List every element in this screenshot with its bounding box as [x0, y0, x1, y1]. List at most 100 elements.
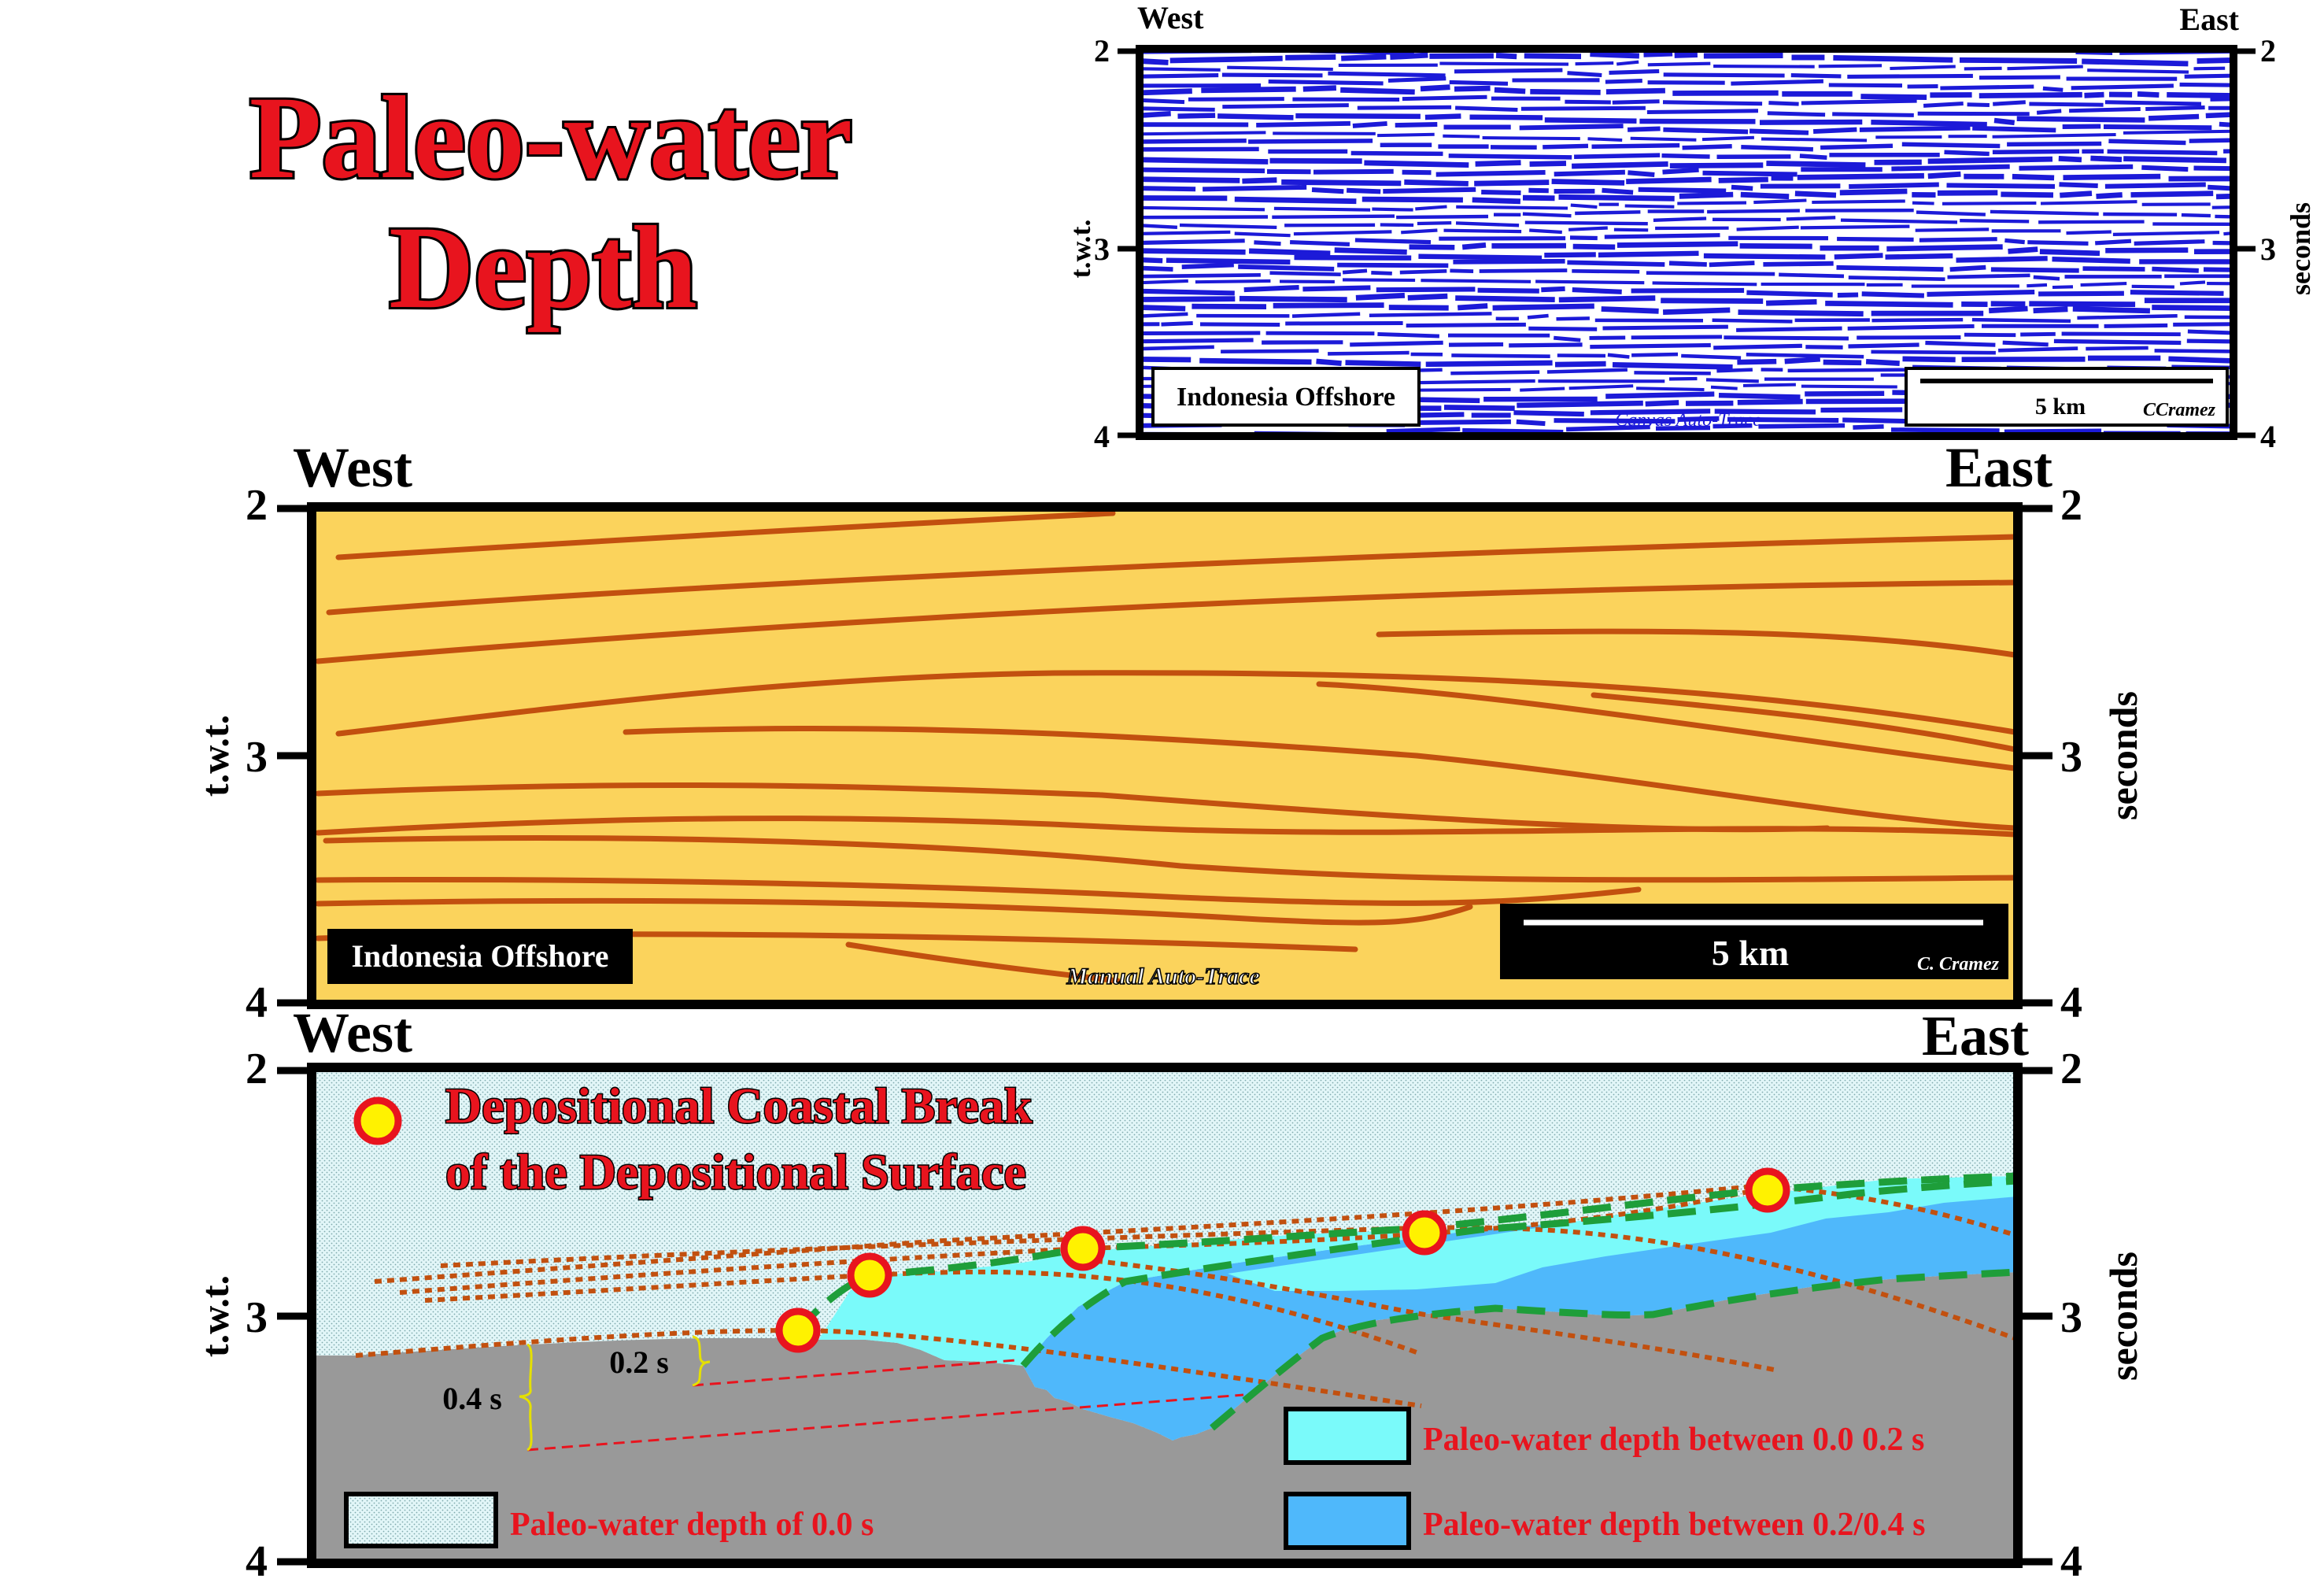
reflector-3	[315, 579, 2018, 664]
paleo-axis-title-left: t.w.t.	[193, 1275, 237, 1357]
paleo-ylabel-r-3: 3	[2060, 1293, 2082, 1342]
legend-title-line-1: Depositional Coastal Break	[445, 1078, 1033, 1134]
seismic-reflection-trace	[1140, 60, 2233, 74]
reflector-13	[315, 897, 1473, 926]
depth-line-02	[692, 1359, 1016, 1387]
seismic-reflection-trace	[1140, 120, 2233, 135]
paleo-reflector-1	[355, 1327, 1422, 1408]
seismic-reflection-trace	[1140, 164, 2233, 177]
paleo-ylabel-l-2: 2	[246, 1045, 268, 1093]
seismic-reflection-trace	[1140, 138, 2233, 152]
seis-scale-label: 5 km	[2035, 394, 2086, 420]
seis-credit: CCramez	[2143, 400, 2216, 420]
page-title: Paleo-water Depth	[247, 70, 855, 335]
coastal-break-marker	[1060, 1226, 1106, 1271]
boundary-deep-floor	[1210, 1268, 2018, 1431]
seismic-reflection-trace	[1140, 84, 2233, 100]
interp-location-box	[327, 929, 633, 984]
interp-axis-title-left: t.w.t.	[193, 715, 237, 797]
interp-scale-box	[1500, 904, 2008, 979]
interp-ylabel-r-4: 4	[2060, 978, 2082, 1027]
legend-title-line-2: of the Depositional Surface	[445, 1144, 1026, 1200]
boundary-coastal-breaks	[795, 1172, 2018, 1333]
seismic-reflection-trace	[1140, 36, 2257, 44]
seis-ylabel-r-4: 4	[2260, 419, 2276, 454]
interp-ylabel-r-3: 3	[2060, 733, 2082, 782]
seis-scale-box	[1905, 367, 2229, 427]
interp-axis-title-right: seconds	[2101, 691, 2145, 820]
paleo-ylabel-r-2: 2	[2060, 1045, 2082, 1093]
interp-scale-label: 5 km	[1712, 933, 1789, 973]
reflector-11	[323, 835, 2018, 883]
paleo-depth-lines	[527, 1359, 1244, 1452]
seismic-reflection-trace	[1140, 103, 2233, 117]
seis-ylabel-l-4: 4	[1094, 419, 1110, 454]
legend-swatch-shallow	[1284, 1407, 1411, 1465]
seismic-west-label: West	[1137, 0, 1204, 35]
seis-ylabel-l-2: 2	[1094, 33, 1110, 68]
paleo-shallow-upper	[1228, 1176, 2018, 1291]
seismic-east-label: East	[2179, 2, 2239, 37]
reflector-6	[1316, 681, 2018, 771]
paleo-boundaries	[795, 1172, 2018, 1431]
seismic-reflection-trace	[1140, 198, 2233, 212]
reflector-5	[335, 670, 2018, 737]
interp-reflectors	[315, 510, 2018, 984]
legend-label-water: Paleo-water depth of 0.0 s	[510, 1507, 874, 1543]
seismic-reflection-trace	[1140, 355, 2233, 370]
reflector-1	[335, 510, 1116, 560]
seismic-reflection-trace	[1140, 312, 2230, 324]
paleo-ylabel-l-4: 4	[246, 1537, 268, 1583]
interp-ylabel-l-4: 4	[246, 978, 268, 1027]
interp-ylabel-l-3: 3	[246, 733, 268, 782]
reflector-12	[315, 876, 1642, 906]
seismic-reflection-trace	[1140, 146, 2233, 160]
seismic-reflection-trace	[1140, 345, 2233, 360]
seismic-reflection-trace	[1140, 224, 2233, 238]
reflector-10	[315, 816, 2018, 838]
coastal-break-markers	[775, 1167, 1790, 1353]
seismic-reflection-trace	[1140, 329, 2233, 342]
seismic-reflection-trace	[1140, 321, 2233, 332]
paleo-reflector-6	[1082, 1257, 1775, 1372]
seis-axis-title-right: seconds	[2285, 202, 2316, 295]
legend-swatch-water	[344, 1492, 498, 1548]
brace-04	[519, 1343, 533, 1452]
seis-watermark: Canvas Auto-Trace	[1615, 410, 1761, 431]
coastal-break-marker	[775, 1307, 821, 1353]
interp-ylabel-r-2: 2	[2060, 481, 2082, 530]
reflector-7	[1591, 692, 2018, 753]
seismic-reflection-trace	[1140, 338, 2233, 350]
seis-ylabel-r-2: 2	[2260, 33, 2276, 68]
legend-swatch-deep	[1284, 1492, 1411, 1550]
seismic-reflection-trace	[1140, 171, 2233, 187]
seismic-frame	[1136, 45, 2237, 440]
reflector-8	[623, 725, 2018, 831]
seismic-reflection-trace	[1140, 233, 2233, 246]
label-02s: 0.2 s	[609, 1344, 669, 1380]
seis-ylabel-r-3: 3	[2260, 231, 2276, 267]
seismic-reflection-trace	[1140, 216, 2231, 230]
title-line-1: Paleo-water	[249, 72, 852, 203]
seismic-reflection-trace	[1140, 188, 2233, 205]
seismic-reflection-trace	[1140, 292, 2233, 308]
seismic-reflection-trace	[1140, 209, 2233, 220]
seismic-reflection-trace	[1140, 110, 2233, 128]
coastal-break-marker	[1745, 1167, 1790, 1213]
seis-axis-title-left: t.w.t.	[1065, 220, 1096, 279]
paleo-ylabel-r-4: 4	[2060, 1537, 2082, 1583]
seismic-reflection-trace	[1140, 268, 2233, 282]
paleo-substrate	[312, 1272, 2018, 1563]
interp-watermark: Manual Auto-Trace	[1066, 963, 1259, 989]
seismic-reflection-trace	[1140, 250, 2231, 265]
seismic-reflection-trace	[1140, 68, 2233, 81]
interp-credit: C. Cramez	[1917, 954, 2000, 975]
paleo-ylabel-l-3: 3	[246, 1293, 268, 1342]
coastal-break-marker	[1402, 1210, 1447, 1256]
reflector-2	[326, 534, 2018, 616]
title-line-2: Depth	[389, 202, 697, 333]
seismic-reflection-trace	[1140, 155, 2233, 169]
interpretation-panel: West East 2 3 4 2 3 4 t.w.t. seconds Ind…	[193, 436, 2145, 1027]
boundary-shallow-deep	[1020, 1177, 2018, 1368]
interp-location-label: Indonesia Offshore	[351, 938, 608, 974]
